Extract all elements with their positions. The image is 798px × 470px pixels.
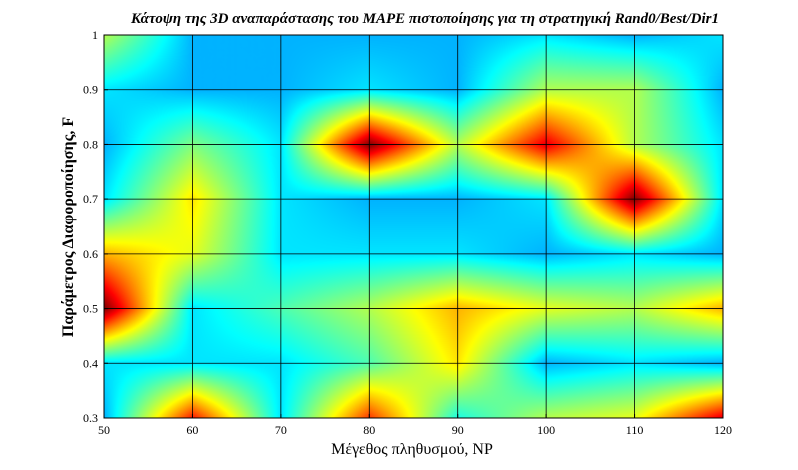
chart-title: Κάτοψη της 3D αναπαράστασης του MAPE πισ…	[130, 11, 719, 27]
y-tick-label: 1	[92, 28, 98, 42]
x-tick-label: 90	[452, 423, 464, 437]
heatmap-surface	[104, 35, 723, 418]
x-tick-label: 70	[275, 423, 287, 437]
x-tick-label: 120	[714, 423, 732, 437]
x-axis-label: Μέγεθος πληθυσμού, NP	[331, 441, 493, 458]
x-tick-label: 50	[98, 423, 110, 437]
y-tick-label: 0.9	[83, 83, 98, 97]
y-tick-label: 0.6	[83, 247, 98, 261]
plot-frame	[103, 34, 724, 419]
x-tick-label: 110	[626, 423, 644, 437]
x-tick-label: 60	[186, 423, 198, 437]
y-tick-label: 0.7	[83, 192, 98, 206]
x-tick-label: 100	[537, 423, 555, 437]
y-tick-label: 0.4	[83, 356, 98, 370]
y-tick-label: 0.5	[83, 302, 98, 316]
y-axis-label: Παράμετρος Διαφοροποίησης, F	[60, 117, 77, 337]
y-tick-label: 0.8	[83, 137, 98, 151]
y-tick-label: 0.3	[83, 411, 98, 425]
x-tick-label: 80	[363, 423, 375, 437]
